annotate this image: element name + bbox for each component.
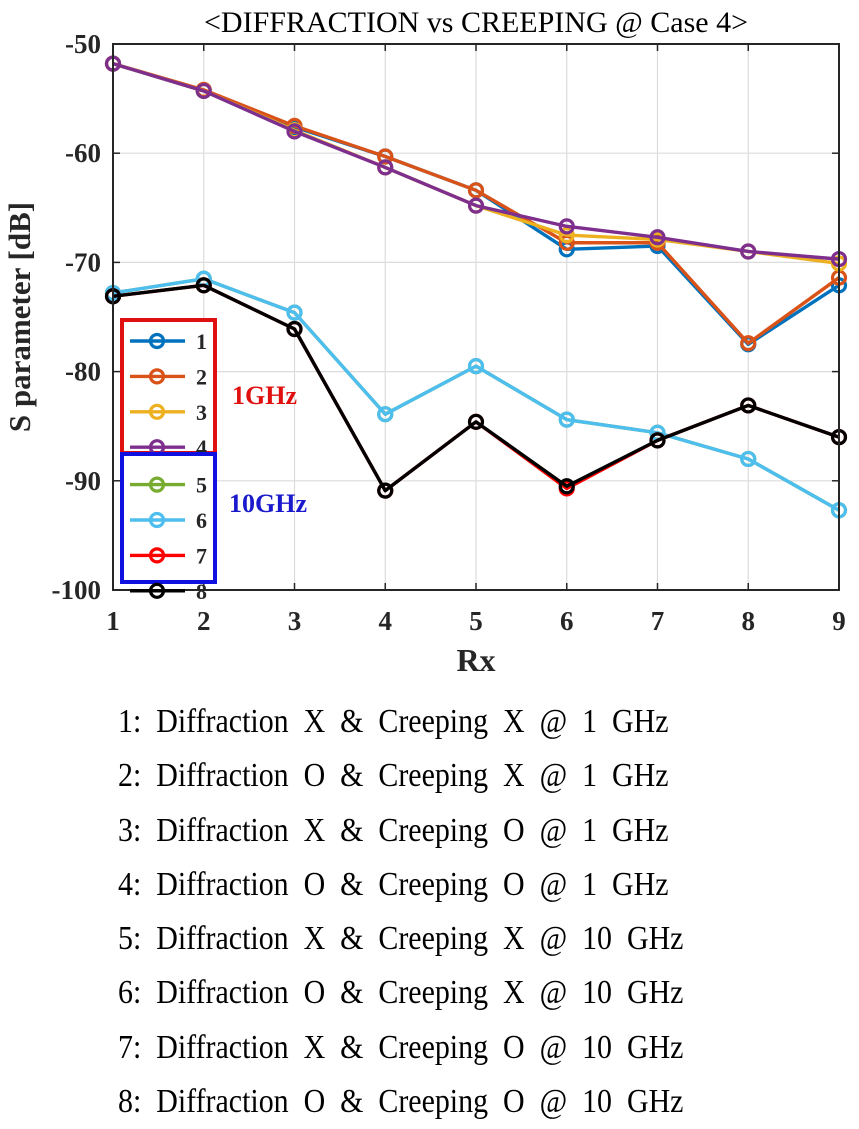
- x-tick-label: 7: [651, 606, 665, 636]
- y-tick-label: -70: [65, 247, 101, 277]
- legend-marker-3: [148, 403, 166, 420]
- data-point-4: [467, 197, 485, 214]
- legend-background: [122, 454, 215, 582]
- y-tick-label: -60: [65, 138, 101, 168]
- legend-group-label: 1GHz: [232, 381, 297, 410]
- legend-label-5: 5: [196, 473, 207, 498]
- y-axis-label: S parameter [dB]: [2, 202, 37, 432]
- legend-label-4: 4: [196, 435, 207, 460]
- case-description: 8: Diffraction O & Creeping O @ 10 GHz: [118, 1083, 684, 1121]
- case-description: 3: Diffraction X & Creeping O @ 1 GHz: [118, 811, 669, 849]
- legend-group-box: [120, 452, 217, 584]
- x-tick-label: 1: [106, 606, 120, 636]
- series-layer: [104, 55, 848, 519]
- data-point-4: [740, 243, 757, 260]
- y-tick-label: -80: [65, 357, 101, 387]
- legend-label-1: 1: [196, 329, 207, 354]
- case-description: 2: Diffraction O & Creeping X @ 1 GHz: [118, 757, 669, 795]
- data-point-2: [377, 148, 394, 165]
- data-point-2: [740, 335, 757, 352]
- legend: 1GHz 1 2 3 4 10GHz 5 6 7 8: [120, 318, 307, 604]
- tick-labels: 1 2 3 4 5 6 7 8 9 -50 -60 -70 -80 -90 -100: [52, 29, 846, 636]
- y-tick-label: -100: [52, 575, 102, 605]
- case-description: 5: Diffraction X & Creeping X @ 10 GHz: [118, 920, 684, 958]
- data-point-3: [558, 227, 575, 244]
- data-point-8: [467, 413, 485, 430]
- y-tick-label: -90: [65, 466, 101, 496]
- x-tick-label: 9: [832, 606, 846, 636]
- legend-group-label: 10GHz: [229, 489, 307, 518]
- legend-label-2: 2: [196, 364, 207, 389]
- data-point-8: [558, 478, 575, 495]
- legend-marker-8: [148, 582, 166, 599]
- data-point-8: [195, 277, 212, 294]
- case-description: 1: Diffraction X & Creeping X @ 1 GHz: [118, 703, 669, 740]
- legend-label-6: 6: [196, 508, 207, 533]
- x-tick-label: 3: [288, 606, 302, 636]
- data-point-6: [740, 450, 757, 468]
- legend-marker-5: [148, 476, 166, 493]
- legend-marker-7: [148, 547, 166, 564]
- legend-marker-1: [148, 332, 166, 350]
- data-point-8: [286, 320, 303, 338]
- legend-marker-2: [148, 368, 166, 385]
- legend-label-7: 7: [196, 543, 207, 568]
- chart-title: <DIFFRACTION vs CREEPING @ Case 4>: [204, 6, 748, 39]
- x-tick-label: 8: [742, 606, 756, 636]
- data-point-8: [377, 482, 394, 499]
- case-description: 4: Diffraction O & Creeping O @ 1 GHz: [118, 865, 669, 903]
- data-point-6: [377, 406, 394, 423]
- series-line-2: [112, 62, 840, 345]
- data-point-4: [286, 123, 303, 140]
- y-tick-label: -50: [65, 29, 101, 59]
- case-description: 7: Diffraction X & Creeping O @ 10 GHz: [118, 1028, 684, 1066]
- data-point-4: [195, 82, 212, 100]
- x-tick-label: 6: [560, 606, 574, 636]
- legend-label-3: 3: [196, 400, 207, 425]
- grid: [112, 43, 840, 591]
- x-axis-label: Rx: [456, 642, 495, 678]
- case-description-list: 1: Diffraction X & Creeping X @ 1 GHz 2:…: [118, 695, 761, 1129]
- data-point-6: [558, 411, 575, 428]
- x-tick-label: 5: [469, 606, 483, 636]
- x-tick-label: 2: [197, 606, 211, 636]
- series-line-6: [112, 277, 840, 512]
- data-point-4: [558, 218, 575, 235]
- data-point-6: [286, 304, 303, 321]
- axes-frame: [112, 43, 840, 591]
- series-line-8: [112, 283, 840, 493]
- data-point-4: [649, 229, 666, 246]
- data-point-4: [377, 159, 394, 176]
- series-line-4: [112, 62, 840, 261]
- case-description: 6: Diffraction O & Creeping X @ 10 GHz: [118, 974, 684, 1012]
- data-point-8: [740, 397, 757, 414]
- line-chart: 1 2 3 4 5 6 7 8 9 -50 -60 -70 -80 -90 -100 <DIFFRACTIO…: [2, 6, 848, 678]
- legend-marker-6: [148, 511, 166, 529]
- legend-label-8: 8: [196, 579, 207, 604]
- data-point-2: [467, 182, 485, 199]
- x-tick-label: 4: [379, 606, 393, 636]
- data-point-8: [649, 432, 666, 449]
- data-point-6: [467, 358, 485, 375]
